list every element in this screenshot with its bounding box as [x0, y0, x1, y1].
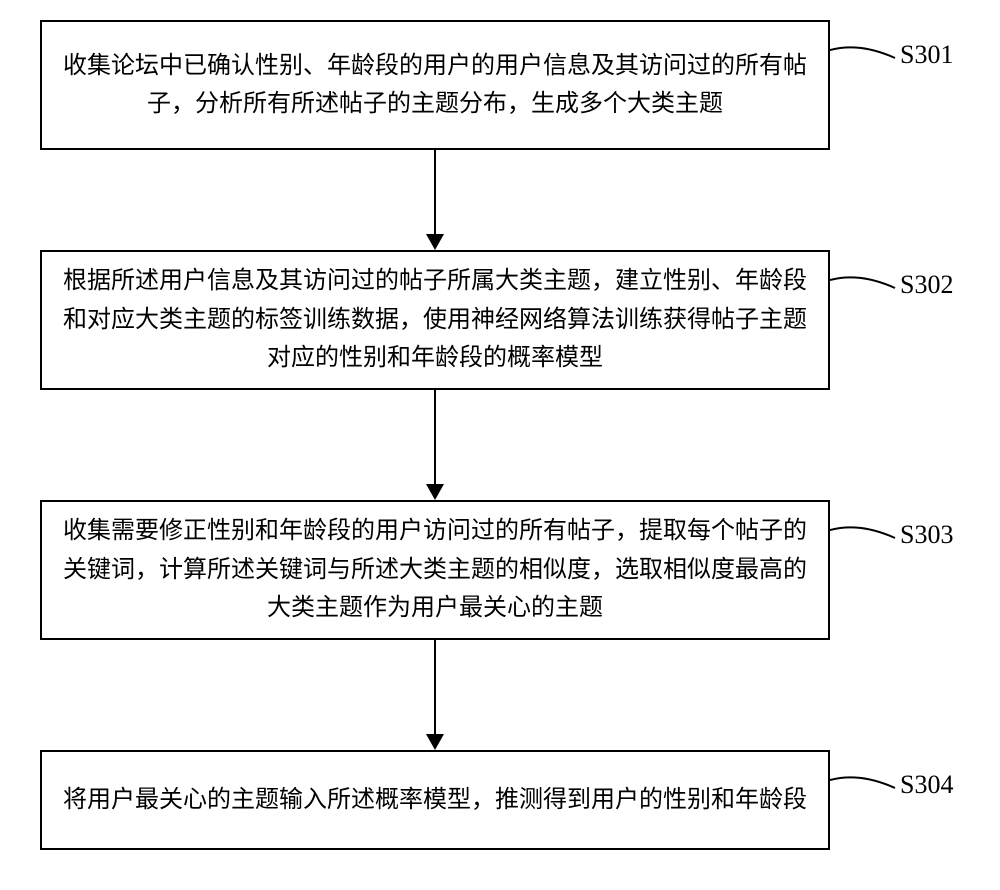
step-text-s304: 将用户最关心的主题输入所述概率模型，推测得到用户的性别和年龄段	[63, 781, 807, 819]
step-box-s301: 收集论坛中已确认性别、年龄段的用户的用户信息及其访问过的所有帖子，分析所有所述帖…	[40, 20, 830, 150]
flowchart-container: 收集论坛中已确认性别、年龄段的用户的用户信息及其访问过的所有帖子，分析所有所述帖…	[0, 0, 1000, 890]
arrow-head-1	[426, 234, 444, 250]
step-box-s304: 将用户最关心的主题输入所述概率模型，推测得到用户的性别和年龄段	[40, 750, 830, 850]
step-box-s303: 收集需要修正性别和年龄段的用户访问过的所有帖子，提取每个帖子的关键词，计算所述关…	[40, 500, 830, 640]
arrow-line-3	[434, 640, 436, 734]
step-label-s304: S304	[900, 770, 953, 800]
arrow-line-1	[434, 150, 436, 234]
connector-s301	[830, 40, 900, 70]
step-text-s303: 收集需要修正性别和年龄段的用户访问过的所有帖子，提取每个帖子的关键词，计算所述关…	[62, 512, 808, 627]
connector-s304	[830, 770, 900, 800]
connector-s303	[830, 520, 900, 550]
step-box-s302: 根据所述用户信息及其访问过的帖子所属大类主题，建立性别、年龄段和对应大类主题的标…	[40, 250, 830, 390]
arrow-line-2	[434, 390, 436, 484]
arrow-head-2	[426, 484, 444, 500]
connector-s302	[830, 270, 900, 300]
step-label-s301: S301	[900, 40, 953, 70]
step-label-s303: S303	[900, 520, 953, 550]
arrow-head-3	[426, 734, 444, 750]
step-text-s301: 收集论坛中已确认性别、年龄段的用户的用户信息及其访问过的所有帖子，分析所有所述帖…	[62, 47, 808, 124]
step-text-s302: 根据所述用户信息及其访问过的帖子所属大类主题，建立性别、年龄段和对应大类主题的标…	[62, 262, 808, 377]
step-label-s302: S302	[900, 270, 953, 300]
